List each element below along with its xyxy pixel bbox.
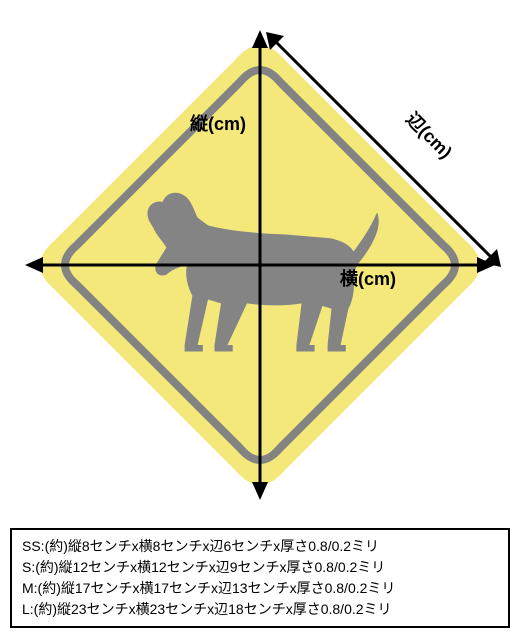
height-label: 縦(cm) <box>190 113 246 134</box>
side-label: 辺(cm) <box>402 109 456 163</box>
size-row: M:(約)縦17センチx横17センチx辺13センチx厚さ0.8/0.2ミリ <box>22 578 498 599</box>
diagram-svg: 縦(cm) 横(cm) 辺(cm) <box>10 10 510 520</box>
dimension-diagram: 縦(cm) 横(cm) 辺(cm) <box>10 10 510 520</box>
width-label: 横(cm) <box>340 268 396 289</box>
size-row: S:(約)縦12センチx横12センチx辺9センチx厚さ0.8/0.2ミリ <box>22 557 498 578</box>
size-spec-table: SS:(約)縦8センチx横8センチx辺6センチx厚さ0.8/0.2ミリ S:(約… <box>10 528 510 628</box>
size-row: SS:(約)縦8センチx横8センチx辺6センチx厚さ0.8/0.2ミリ <box>22 536 498 557</box>
size-row: L:(約)縦23センチx横23センチx辺18センチx厚さ0.8/0.2ミリ <box>22 599 498 620</box>
